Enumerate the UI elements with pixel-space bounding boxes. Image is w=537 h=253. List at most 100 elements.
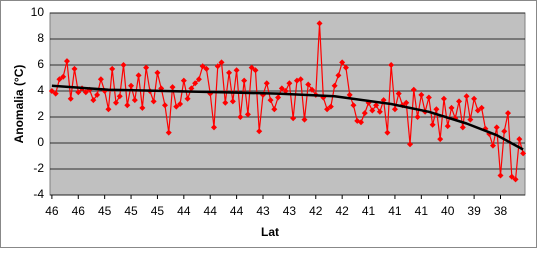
data-point [327,103,334,110]
data-point [180,77,187,84]
data-point [112,99,119,106]
data-point [52,90,59,97]
data-point [414,114,421,120]
data-point [346,91,353,98]
data-point [369,107,376,114]
data-point [241,77,248,84]
data-point [226,69,233,76]
x-tick-label: 40 [441,204,455,218]
data-point [501,128,508,135]
plot-area [49,12,526,196]
data-point [282,88,289,94]
data-point [184,95,191,102]
data-point [218,59,225,66]
data-point [120,62,127,68]
data-point [440,95,447,102]
data-point [56,76,63,83]
data-point [384,129,391,136]
data-point [290,115,297,122]
data-point [505,110,512,117]
data-point [195,76,202,83]
data-point [71,65,78,72]
data-point [256,128,263,135]
x-tick-label: 42 [309,204,323,218]
data-point [433,106,440,113]
data-point [467,116,474,123]
y-tick-label: 2 [37,109,44,123]
data-point [429,121,436,128]
data-point [188,85,195,92]
data-point [237,114,244,120]
data-point [297,76,304,83]
data-point [309,86,316,93]
x-tick-label: 42 [335,204,349,218]
data-point [410,86,417,93]
data-point [135,72,142,79]
y-tick-label: 4 [37,83,44,97]
data-point [165,129,172,136]
data-point [143,64,150,71]
data-point [301,116,308,123]
data-point [471,95,478,102]
x-tick-label: 44 [230,204,244,218]
data-point [248,64,255,71]
data-point [331,82,338,89]
data-point [520,150,527,157]
data-point [169,84,176,91]
x-tick-label: 45 [98,204,112,218]
data-point [339,59,346,66]
data-point [478,104,485,111]
x-tick-label: 39 [467,204,481,218]
data-point [275,94,282,101]
data-point [516,136,523,143]
data-point [489,142,496,149]
data-point [418,91,425,98]
data-point [512,176,519,183]
x-tick-label: 44 [204,204,218,218]
data-point [82,89,89,96]
y-tick-label: 8 [37,31,44,45]
x-tick-label: 46 [45,204,59,218]
data-point [373,102,380,109]
data-point [497,172,504,179]
data-point [448,104,455,111]
data-point [444,123,451,130]
x-tick-label: 41 [415,204,429,218]
data-point [94,91,101,98]
data-point [342,64,349,71]
data-point [271,106,278,113]
y-axis-label: Anomalia (°C) [12,65,26,144]
data-point [286,80,293,87]
y-tick-label: 10 [31,5,45,19]
data-point [48,88,55,94]
data-point [154,69,161,76]
y-tick-label: 0 [37,135,44,149]
data-point [233,67,240,74]
data-point [437,136,444,143]
data-point [263,80,270,87]
data-point [210,124,217,131]
data-point [128,82,135,89]
data-point [192,80,199,87]
data-point [97,76,104,83]
data-point [463,93,470,100]
data-point [376,108,383,115]
data-point [199,63,206,70]
data-point [407,141,414,148]
data-point [203,65,210,72]
data-point [63,58,70,65]
data-point [222,99,229,106]
data-point [335,72,342,79]
data-point [139,104,146,111]
y-tick-label: -4 [33,187,44,201]
data-point [109,65,116,72]
data-point [75,89,82,96]
x-tick-label: 43 [256,204,270,218]
x-tick-label: 43 [283,204,297,218]
data-point [177,101,184,107]
data-point [131,97,138,104]
data-point [105,106,112,113]
data-point [67,95,74,102]
x-tick-label: 41 [362,204,376,218]
